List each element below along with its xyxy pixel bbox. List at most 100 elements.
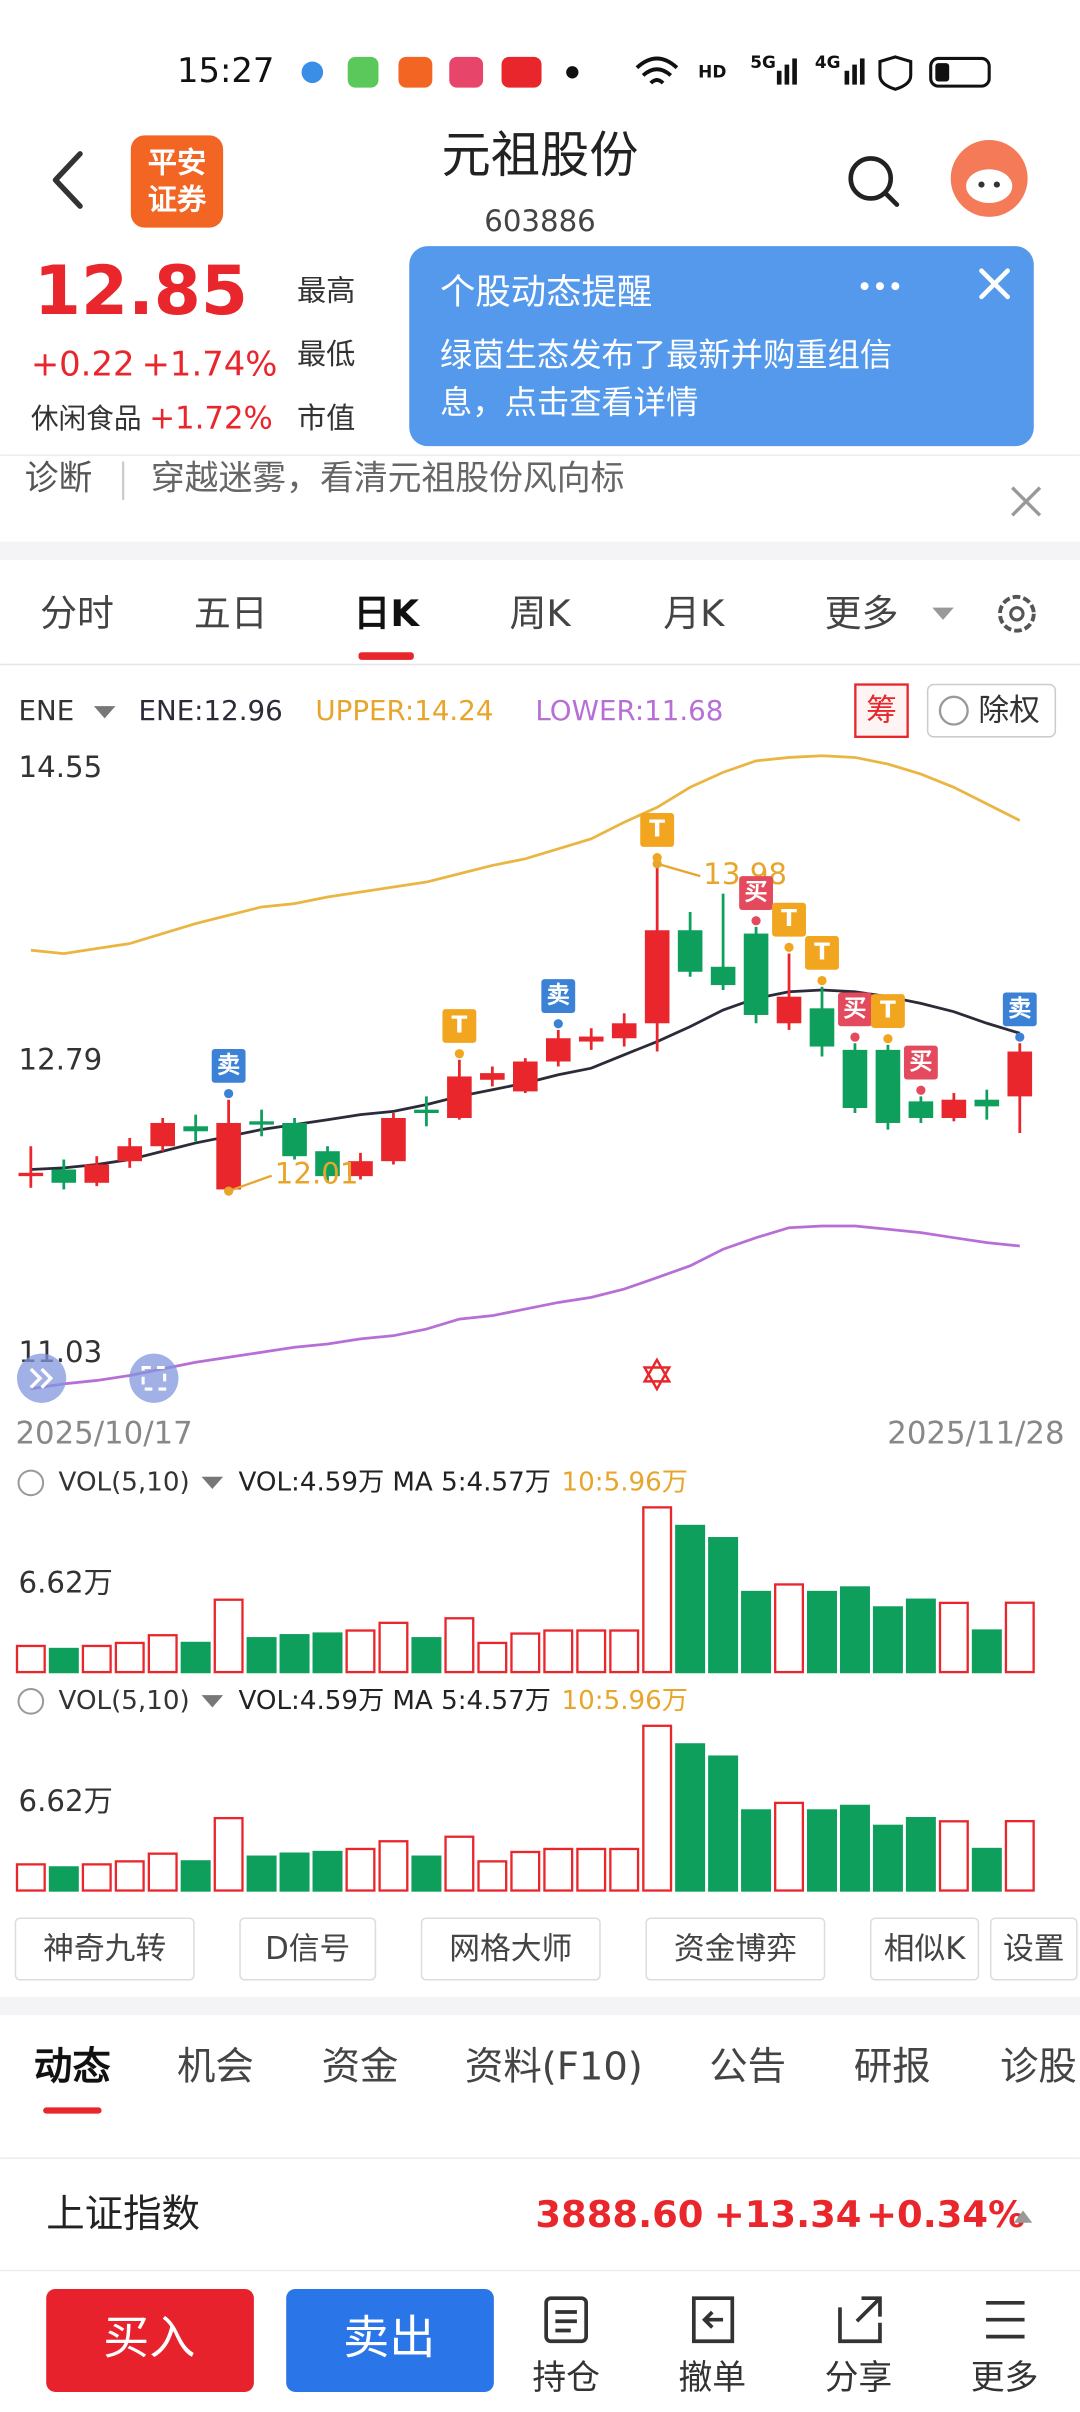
volume-title[interactable]: VOL(5,10) (59, 1467, 190, 1497)
x-tick-label: 2025/10/17 (15, 1416, 192, 1452)
tool-button[interactable] (420, 1917, 601, 1981)
volume-bar (642, 1724, 673, 1892)
indicator-arrow (93, 706, 116, 719)
signal-badge[interactable] (1002, 992, 1037, 1027)
settings-button[interactable] (998, 594, 1036, 633)
volume-bar (246, 1637, 277, 1674)
candle-body (315, 1151, 340, 1177)
volume-bar (971, 1847, 1002, 1892)
event-star[interactable] (642, 1357, 672, 1392)
signal-badge[interactable] (442, 1009, 477, 1043)
volume-bar (411, 1855, 442, 1892)
volume-bar (872, 1606, 903, 1674)
indicator-line (30, 1224, 1020, 1391)
y-tick-label: 14.55 (19, 750, 103, 784)
trade-actions: 持仓 撤单 分享 更多 (532, 2358, 1038, 2397)
volume-label: VOL:4.59万 (238, 1686, 384, 1716)
action-icons (544, 2296, 1025, 2344)
volume-bar (114, 1860, 145, 1892)
news-popup[interactable]: 个股动态提醒 绿茵生态发布了最新并购重组信 息，点击查看详情 (409, 246, 1034, 447)
avatar[interactable] (950, 139, 1028, 217)
period-tab[interactable]: 五日 (194, 592, 268, 635)
tool-button[interactable] (14, 1917, 195, 1981)
candle-body (84, 1164, 110, 1183)
period-tab[interactable]: 月K (663, 592, 725, 635)
signal-badge[interactable] (838, 992, 872, 1027)
volume-bar (213, 1598, 244, 1674)
volume-bar (312, 1850, 343, 1892)
signal-badge[interactable] (739, 876, 773, 910)
signal-badge[interactable] (903, 1045, 938, 1080)
signal-badge[interactable] (772, 902, 806, 937)
search-button[interactable] (848, 156, 900, 207)
action-label[interactable]: 更多 (971, 2358, 1039, 2397)
volume-bar (444, 1617, 475, 1674)
action-label[interactable]: 撤单 (678, 2358, 746, 2397)
index-expand[interactable] (1013, 2210, 1033, 2223)
tool-label: 相似K (884, 1931, 967, 1967)
period-tab[interactable]: 更多 (825, 592, 899, 635)
volume-title[interactable]: VOL(5,10) (59, 1686, 190, 1716)
price-change-pct: +1.74% (142, 345, 278, 384)
action-label[interactable]: 分享 (825, 2358, 893, 2397)
news-tab[interactable]: 资金 (322, 2044, 399, 2089)
index-name[interactable]: 上证指数 (46, 2192, 200, 2237)
volume-bar (81, 1863, 112, 1892)
news-tab[interactable]: 研报 (854, 2044, 931, 2089)
y-tick-label: 6.62万 (19, 1565, 113, 1599)
signal-badge[interactable] (805, 935, 839, 970)
period-tabs: 分时 五日 日K 周K 月K 更多 (40, 592, 898, 660)
news-tab[interactable]: 资料(F10) (465, 2044, 643, 2089)
battery-level (935, 63, 950, 82)
tool-button[interactable] (869, 1917, 980, 1981)
volume-bar (543, 1629, 574, 1674)
back-button[interactable] (52, 151, 83, 209)
active-news-underline (43, 2107, 102, 2114)
buy-button[interactable] (46, 2288, 254, 2393)
period-tab[interactable]: 日K (353, 592, 420, 635)
news-tab[interactable]: 机会 (177, 2044, 254, 2089)
popup-close[interactable] (979, 268, 1010, 300)
news-tab[interactable]: 公告 (709, 2044, 786, 2089)
period-tab[interactable]: 周K (509, 592, 571, 635)
volume-label: 10:5.96万 (562, 1467, 688, 1497)
field-label: 最低 (297, 337, 355, 371)
tool-button[interactable] (989, 1917, 1078, 1981)
volume-arrow (201, 1695, 224, 1708)
annotation-label: 12.01 (275, 1157, 359, 1191)
candle-body (150, 1122, 176, 1147)
candle-body (117, 1146, 143, 1162)
signal-badge[interactable] (211, 1048, 246, 1083)
signal-badge[interactable] (640, 813, 675, 847)
candle-body (875, 1049, 901, 1123)
signal-badge[interactable] (871, 994, 905, 1028)
volume-bar (378, 1621, 409, 1674)
tool-label: 网格大师 (449, 1931, 572, 1967)
action-label[interactable]: 持仓 (532, 2358, 600, 2397)
chip-button[interactable] (854, 683, 909, 738)
volume-bar (114, 1641, 145, 1674)
volume-bar (774, 1801, 805, 1892)
indicator-ene: ENE:12.96 (139, 694, 283, 727)
fullscreen-button[interactable] (129, 1353, 179, 1403)
indicator-name[interactable]: ENE (19, 694, 75, 727)
period-tab[interactable]: 分时 (40, 592, 114, 635)
wifi-icon (635, 56, 679, 85)
news-tab[interactable]: 动态 (34, 2044, 111, 2089)
sell-button[interactable] (286, 2288, 494, 2393)
signal-label: T (452, 1012, 468, 1038)
volume-bar (609, 1629, 640, 1674)
news-tab[interactable]: 诊股 (1000, 2044, 1077, 2089)
tool-label: D信号 (265, 1931, 350, 1967)
tool-button[interactable] (645, 1917, 826, 1981)
signal-label: T (649, 816, 665, 842)
popup-more[interactable] (860, 282, 900, 291)
diagnosis-text[interactable]: 穿越迷雾，看清元祖股份风向标 (151, 458, 625, 497)
diagnosis-close[interactable] (1011, 486, 1042, 517)
volume-label: VOL:4.59万 (238, 1467, 384, 1497)
signal-badge[interactable] (541, 979, 576, 1014)
tool-button[interactable] (239, 1917, 377, 1981)
